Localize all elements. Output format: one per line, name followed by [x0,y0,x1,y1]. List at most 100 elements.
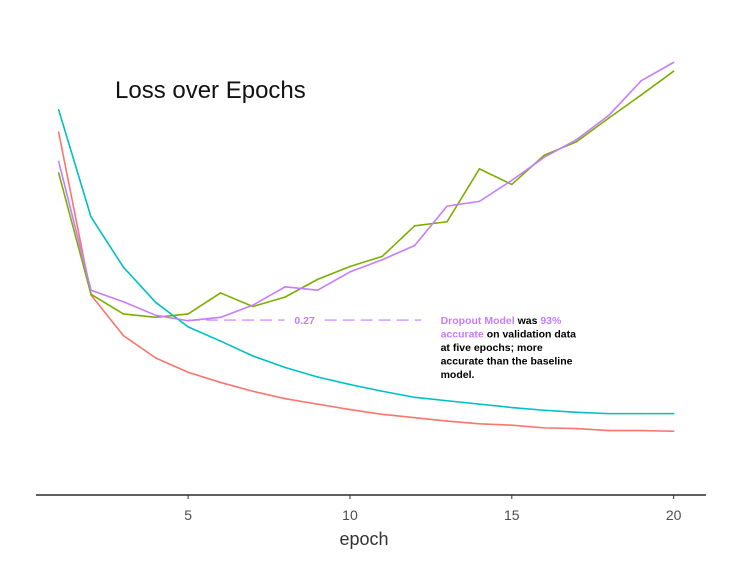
annotation-text-segment: model. [441,369,475,381]
series-4-point [413,244,416,247]
series-2-point [413,396,416,399]
annotation-layer: 0.27 Dropout Model was 93% accurate on val… [188,315,576,381]
series-4-point [608,114,610,117]
series-1-point [446,420,448,422]
series-4-point [640,79,643,82]
series-1-point [413,416,416,419]
annotation-text-line: Dropout Model was 93% [441,315,562,327]
series-4-point [252,304,254,306]
annotation-text-segment: 93% [540,315,562,327]
series-3-point [640,94,643,96]
series-1-point [575,427,578,430]
x-tick-label: 5 [184,507,192,523]
series-2-point [510,406,513,409]
series-1-point [187,371,189,374]
annotation-text-segment: accurate than the baseline [441,356,573,368]
series-4-point [284,286,287,288]
series-1-point [672,430,675,433]
annotation-text-segment: was [515,315,541,327]
annotation-text-segment: on validation data [484,329,576,341]
series-2-point [252,355,254,357]
series-3-point [413,225,416,227]
series-3-point [381,255,384,258]
series-4-point [575,138,578,141]
series-2-point [543,409,545,412]
series-1-point [284,397,287,400]
series-2-point [349,383,351,386]
series-1-point [381,413,384,416]
series-3-point [349,265,351,268]
series-4-point [446,205,448,207]
series-4-point [219,316,222,319]
series-2-point [154,301,157,304]
series-3-point [219,292,222,294]
series-4-point [510,179,513,182]
series-1-point [478,423,481,425]
annotation-text-line: accurate on validation data [441,329,577,341]
series-2-point [575,411,578,414]
x-axis-title: epoch [339,529,388,549]
x-tick-label: 20 [666,507,682,523]
series-2-point [90,216,92,218]
series-2-point [381,390,384,393]
series-3-point [122,313,125,315]
series-3-point [510,183,513,186]
series-2-point [446,399,448,402]
series-2-point [187,326,189,328]
series-3-point [446,220,448,223]
series-4-point [316,289,319,292]
series-line-1 [57,132,674,433]
series-4-point [349,271,351,273]
annotation-text-line: at five epochs; more [441,342,543,354]
series-2-point [219,340,222,342]
x-axis-ticks: 5 10 15 20 [184,495,682,523]
series-1-point [122,334,125,337]
series-1-point [543,427,545,429]
annotation-text-line: model. [441,369,475,381]
series-2-point [640,412,643,415]
series-4-point [543,156,545,159]
series-3-point [316,278,319,281]
series-2-point [57,109,60,111]
x-tick-label: 15 [504,507,520,523]
series-3-point [575,140,578,143]
series-1-point [608,429,610,432]
series-1-point [510,424,513,426]
series-line-2 [57,109,674,415]
series-layer [57,61,675,433]
series-4-point [478,200,481,203]
series-3-point [284,296,287,298]
series-1-point [640,429,643,432]
series-1-point [154,357,157,359]
series-line-3 [57,70,675,319]
series-2-point [608,412,610,415]
series-1-point [219,381,222,384]
series-3-point [90,293,92,296]
annotation-text-line: accurate than the baseline [441,356,573,368]
series-3-point [154,316,157,319]
x-tick-label: 10 [342,507,358,523]
series-4-point [90,289,92,292]
series-4-point [154,314,157,317]
annotation-text-segment: at five epochs; more [441,342,543,354]
series-4-point [672,61,675,64]
series-line-4 [57,61,675,322]
series-2-point [122,266,125,268]
annotation-value-label: 0.27 [294,315,315,327]
series-3-point [57,172,60,174]
series-4-point [57,160,60,163]
series-2-point [478,403,481,405]
annotation-text-segment: accurate [441,329,484,341]
series-2-point [316,376,319,378]
series-3-point [543,154,545,157]
series-3-point [608,117,610,119]
annotation-text-segment: Dropout Model [441,315,515,327]
series-1-point [316,403,319,405]
chart-title: Loss over Epochs [115,77,306,104]
series-3-point [672,70,675,72]
series-2-point [672,412,675,415]
series-2-point [284,366,287,369]
series-3-point [478,168,481,170]
series-3-point [187,313,189,315]
